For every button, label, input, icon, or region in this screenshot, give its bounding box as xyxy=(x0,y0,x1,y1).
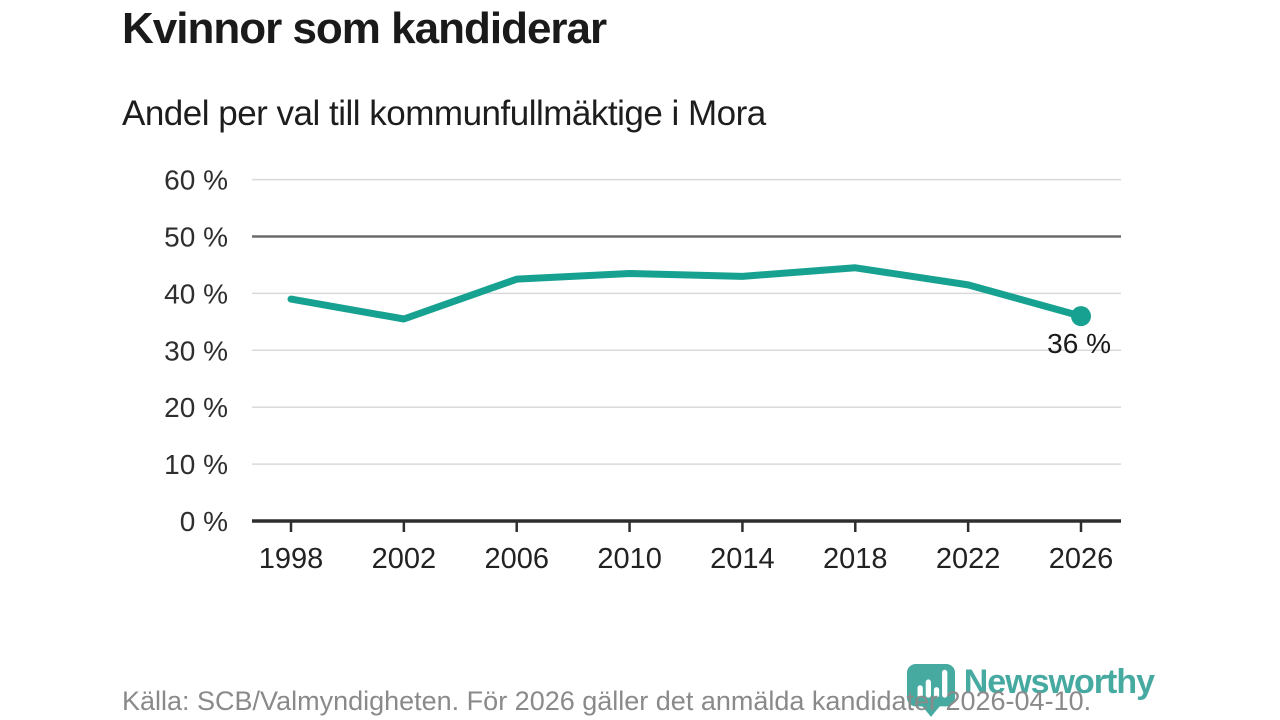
x-axis-label: 2018 xyxy=(823,543,888,575)
x-axis-label: 2006 xyxy=(484,543,549,575)
y-axis-label: 60 % xyxy=(164,165,228,196)
y-axis-label: 0 % xyxy=(180,506,228,537)
source-note: Källa: SCB/Valmyndigheten. För 2026 gäll… xyxy=(122,686,1092,716)
y-axis-label: 20 % xyxy=(164,392,228,423)
x-axis-label: 2022 xyxy=(936,543,1001,575)
x-axis-label: 2014 xyxy=(710,543,775,575)
x-axis-label: 2026 xyxy=(1049,543,1114,575)
newsworthy-logo: Newsworthy xyxy=(906,662,1155,717)
chart-subtitle: Andel per val till kommunfullmäktige i M… xyxy=(122,94,766,133)
newsworthy-icon xyxy=(906,664,955,717)
end-point-label: 36 % xyxy=(1047,328,1111,359)
y-axis-label: 40 % xyxy=(164,278,228,309)
x-axis-label: 2002 xyxy=(372,543,437,575)
end-point-dot xyxy=(1070,306,1091,327)
line-chart: 0 % 10 % 20 % 30 % 40 % 50 % 60 % 1998 2002 2006 2… xyxy=(164,165,1121,575)
footer: Newsworthy Källa: SCB/Valmyndigheten. Fö… xyxy=(0,660,1280,720)
page-title: Kvinnor som kandiderar xyxy=(122,4,607,53)
newsworthy-wordmark: Newsworthy xyxy=(963,662,1155,701)
x-axis-label: 1998 xyxy=(259,543,324,575)
x-axis-label: 2010 xyxy=(597,543,662,575)
y-axis-label: 50 % xyxy=(164,222,228,253)
y-axis-label: 30 % xyxy=(164,335,228,366)
data-line xyxy=(287,264,1085,323)
y-axis-label: 10 % xyxy=(164,449,228,480)
